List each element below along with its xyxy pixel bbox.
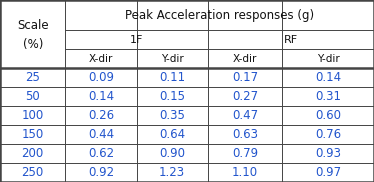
Text: Peak Acceleration responses (g): Peak Acceleration responses (g) [125, 9, 314, 22]
Text: 250: 250 [22, 166, 44, 179]
Text: 1F: 1F [130, 35, 143, 45]
Text: 0.17: 0.17 [232, 71, 258, 84]
Text: 0.14: 0.14 [88, 90, 114, 103]
Text: 150: 150 [22, 128, 44, 141]
Text: 1.10: 1.10 [232, 166, 258, 179]
Text: 200: 200 [22, 147, 44, 160]
Text: 0.60: 0.60 [315, 109, 341, 122]
Text: Scale: Scale [17, 19, 49, 32]
Text: 0.76: 0.76 [315, 128, 341, 141]
Text: 0.63: 0.63 [232, 128, 258, 141]
Text: 0.31: 0.31 [315, 90, 341, 103]
Text: RF: RF [284, 35, 298, 45]
Text: 0.93: 0.93 [315, 147, 341, 160]
Text: 25: 25 [25, 71, 40, 84]
Text: 50: 50 [25, 90, 40, 103]
Text: 0.44: 0.44 [88, 128, 114, 141]
Text: 0.97: 0.97 [315, 166, 341, 179]
Text: 1.23: 1.23 [159, 166, 185, 179]
Text: 0.64: 0.64 [159, 128, 185, 141]
Text: X-dir: X-dir [233, 54, 257, 64]
Text: Y-dir: Y-dir [317, 54, 340, 64]
Text: 0.26: 0.26 [88, 109, 114, 122]
Text: 0.62: 0.62 [88, 147, 114, 160]
Text: 0.11: 0.11 [159, 71, 185, 84]
Text: 100: 100 [22, 109, 44, 122]
Text: 0.90: 0.90 [159, 147, 185, 160]
Text: 0.27: 0.27 [232, 90, 258, 103]
Text: 0.09: 0.09 [88, 71, 114, 84]
Text: 0.14: 0.14 [315, 71, 341, 84]
Text: Y-dir: Y-dir [161, 54, 183, 64]
Text: 0.92: 0.92 [88, 166, 114, 179]
Text: X-dir: X-dir [89, 54, 113, 64]
Text: 0.79: 0.79 [232, 147, 258, 160]
Text: 0.35: 0.35 [159, 109, 185, 122]
Text: (%): (%) [22, 37, 43, 51]
Text: 0.15: 0.15 [159, 90, 185, 103]
Text: 0.47: 0.47 [232, 109, 258, 122]
